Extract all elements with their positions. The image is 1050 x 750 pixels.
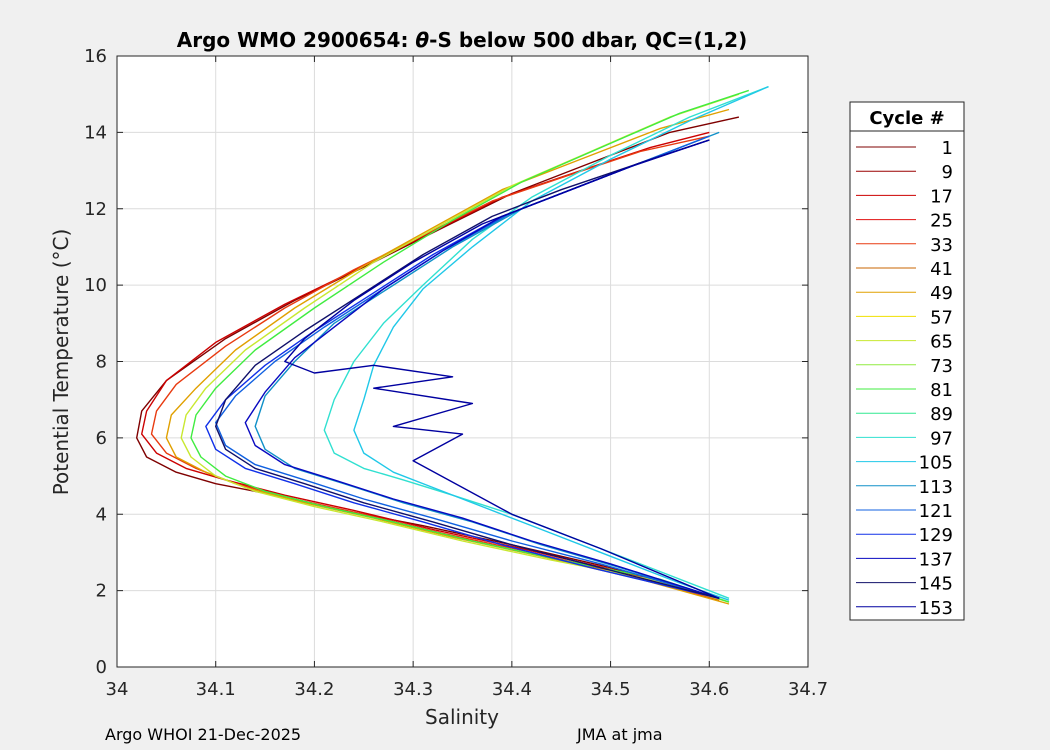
legend-label: 89 bbox=[930, 404, 953, 425]
footer-left: Argo WHOI 21-Dec-2025 bbox=[105, 725, 302, 744]
x-tick-label: 34.6 bbox=[689, 679, 729, 700]
legend-box bbox=[849, 101, 965, 621]
legend-label: 137 bbox=[919, 549, 953, 570]
legend-label: 153 bbox=[919, 598, 953, 619]
x-tick-label: 34.5 bbox=[591, 679, 631, 700]
legend-label: 57 bbox=[930, 307, 953, 328]
legend-label: 145 bbox=[919, 574, 953, 595]
series-line-cycle-105 bbox=[353, 85, 769, 601]
series-lines bbox=[135, 85, 769, 605]
y-tick-label: 8 bbox=[96, 352, 107, 373]
legend-label: 25 bbox=[930, 211, 953, 232]
x-tick-label: 34 bbox=[106, 679, 129, 700]
y-tick-label: 16 bbox=[84, 46, 107, 67]
y-tick-label: 4 bbox=[96, 504, 107, 525]
axis-ticks: 34 34.1 34.2 34.3 34.4 34.5 34.6 34.7 0 2 4 6 8 10 12 1… bbox=[84, 46, 828, 700]
legend-label: 1 bbox=[942, 138, 953, 159]
legend-label: 97 bbox=[930, 428, 953, 449]
x-tick-label: 34.2 bbox=[294, 679, 334, 700]
legend-label: 65 bbox=[930, 332, 953, 353]
y-tick-label: 12 bbox=[84, 199, 107, 220]
footer-right: JMA at jma bbox=[577, 725, 663, 744]
legend-label: 81 bbox=[930, 380, 953, 401]
series-line-cycle-1 bbox=[135, 116, 740, 599]
y-tick-label: 6 bbox=[96, 428, 107, 449]
legend-label: 105 bbox=[919, 453, 953, 474]
legend-label: 113 bbox=[919, 477, 953, 498]
series-line-cycle-49 bbox=[165, 108, 730, 605]
legend-label: 33 bbox=[930, 235, 953, 256]
chart-title: Argo WMO 2900654: θ-S below 500 dbar, QC… bbox=[177, 28, 747, 52]
legend-label: 41 bbox=[930, 259, 953, 280]
legend-label: 49 bbox=[930, 283, 953, 304]
legend-label: 73 bbox=[930, 356, 953, 377]
series-line-cycle-145 bbox=[214, 139, 720, 599]
x-axis-label: Salinity bbox=[425, 705, 499, 729]
legend-label: 9 bbox=[942, 162, 953, 183]
y-tick-label: 10 bbox=[84, 275, 107, 296]
legend-label: 129 bbox=[919, 525, 953, 546]
series-line-cycle-65 bbox=[180, 93, 740, 603]
legend-title: Cycle # bbox=[869, 108, 944, 129]
y-axis-label: Potential Temperature (°C) bbox=[49, 229, 73, 496]
series-line-cycle-153 bbox=[284, 139, 720, 599]
series-line-cycle-81 bbox=[190, 89, 750, 603]
y-tick-label: 2 bbox=[96, 581, 107, 602]
x-tick-label: 34.4 bbox=[492, 679, 532, 700]
legend-label: 17 bbox=[930, 186, 953, 207]
x-tick-label: 34.3 bbox=[393, 679, 433, 700]
series-line-cycle-17 bbox=[140, 131, 720, 599]
y-tick-label: 14 bbox=[84, 122, 107, 143]
x-tick-label: 34.7 bbox=[788, 679, 828, 700]
legend: Cycle # 1 9 17 25 33 41 49 57 65 73 81 89 97 105 113 12… bbox=[849, 101, 965, 621]
legend-label: 121 bbox=[919, 501, 953, 522]
y-tick-label: 0 bbox=[96, 657, 107, 678]
x-tick-label: 34.1 bbox=[196, 679, 236, 700]
